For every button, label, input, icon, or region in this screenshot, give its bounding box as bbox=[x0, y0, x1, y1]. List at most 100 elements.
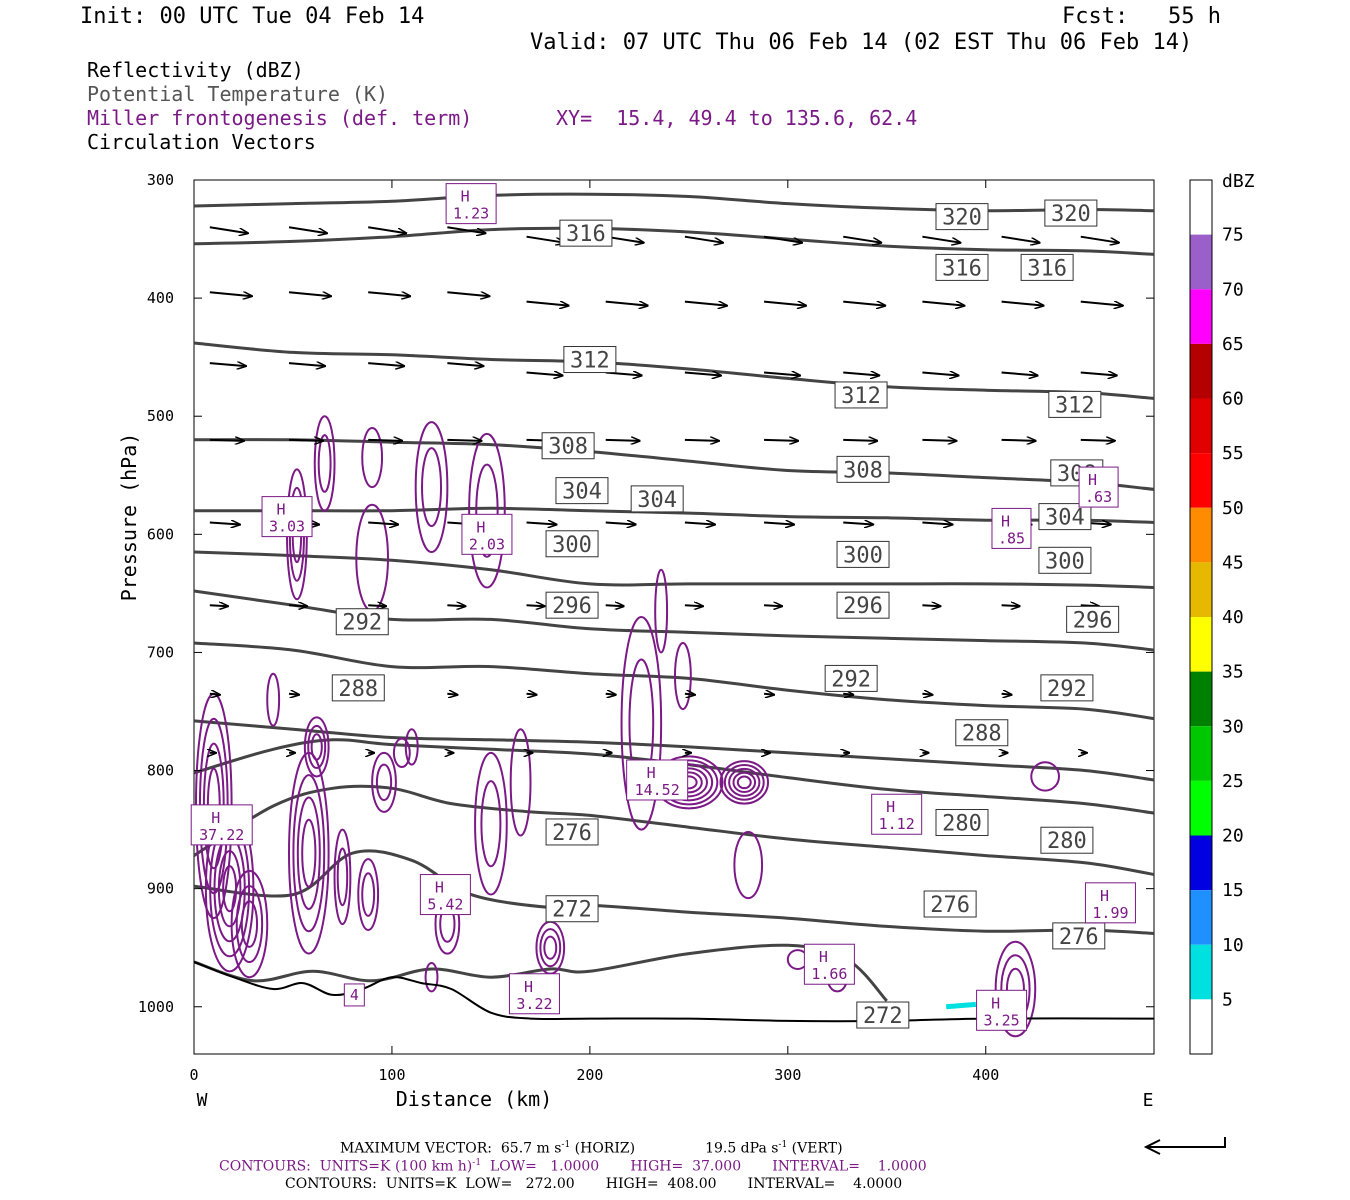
cross-section-xy: XY= 15.4, 49.4 to 135.6, 62.4 bbox=[556, 106, 918, 130]
circulation-vector bbox=[605, 605, 624, 606]
frontogenesis-contour bbox=[357, 858, 380, 931]
theta-label: 300 bbox=[843, 543, 883, 568]
circulation-vector bbox=[922, 440, 956, 441]
theta-label-box bbox=[836, 540, 890, 568]
frontogenesis-max-value: 2.03 bbox=[469, 535, 505, 553]
frontogenesis-contour bbox=[1030, 761, 1060, 792]
frontogenesis-contour bbox=[620, 616, 663, 831]
y-tick-label: 1000 bbox=[138, 998, 174, 1016]
frontogenesis-contour bbox=[728, 767, 761, 797]
frontogenesis-contour bbox=[307, 724, 327, 770]
circulation-vector bbox=[209, 363, 246, 366]
theta-label-box bbox=[1038, 503, 1092, 531]
circulation-vector bbox=[288, 605, 307, 606]
circulation-vector bbox=[1001, 373, 1038, 376]
colorbar-segment bbox=[1190, 180, 1212, 235]
theta-label: 292 bbox=[342, 611, 382, 636]
y-tick-label: 500 bbox=[147, 407, 174, 425]
colorbar-segment bbox=[1190, 398, 1212, 454]
theta-label: 296 bbox=[1073, 608, 1113, 633]
frontogenesis-max-box bbox=[190, 804, 253, 846]
circulation-vector bbox=[763, 373, 800, 376]
colorbar-level: 25 bbox=[1222, 771, 1244, 792]
frontogenesis-max-label: H bbox=[1001, 512, 1010, 530]
frontogenesis-contour bbox=[719, 760, 770, 805]
circulation-vector bbox=[1080, 440, 1115, 441]
frontogenesis-max-value: 1.12 bbox=[879, 815, 915, 833]
circulation-vector bbox=[605, 523, 636, 525]
frontogenesis-max-box bbox=[626, 759, 689, 801]
circulation-vector bbox=[288, 694, 299, 695]
colorbar-segment bbox=[1190, 944, 1212, 1000]
frontogenesis-contour bbox=[230, 869, 269, 979]
colorbar-segment bbox=[1190, 234, 1212, 290]
frontogenesis-max-value: 3.22 bbox=[516, 995, 552, 1013]
frontogenesis-max-box bbox=[419, 874, 471, 916]
frontogenesis-contour bbox=[543, 935, 558, 960]
circulation-vector bbox=[764, 440, 798, 441]
frontogenesis-contour bbox=[424, 962, 439, 993]
frontogenesis-max-value: 3.25 bbox=[984, 1011, 1020, 1029]
colorbar-unit: dBZ bbox=[1222, 171, 1255, 192]
colorbar-level: 55 bbox=[1222, 443, 1244, 464]
theta-label-box bbox=[836, 455, 890, 483]
colorbar-segment bbox=[1190, 453, 1212, 508]
theta-label-box bbox=[545, 591, 599, 619]
x-axis-title: Distance (km) bbox=[396, 1087, 553, 1111]
frontogenesis-max-box bbox=[1078, 466, 1119, 508]
field-vectors: Circulation Vectors bbox=[87, 130, 316, 154]
colorbar-level: 60 bbox=[1222, 389, 1244, 410]
circulation-vector bbox=[684, 523, 715, 525]
circulation-vector bbox=[843, 235, 881, 243]
circulation-vector bbox=[922, 235, 960, 243]
frontogenesis-contour bbox=[733, 830, 764, 900]
theta-contour-272 bbox=[193, 943, 888, 1002]
theta-label: 304 bbox=[562, 480, 602, 505]
circulation-vector bbox=[922, 605, 940, 606]
x-tick-label: 100 bbox=[378, 1066, 405, 1084]
frontogenesis-max-value: .85 bbox=[998, 529, 1025, 547]
frontogenesis-contour bbox=[539, 928, 562, 968]
frontogenesis-max-value: 4 bbox=[350, 986, 359, 1004]
theta-contour-308 bbox=[193, 438, 1155, 491]
x-end-label-east: E bbox=[1143, 1090, 1154, 1111]
y-tick-label: 400 bbox=[147, 289, 174, 307]
frontogenesis-max-label: H bbox=[1100, 887, 1109, 905]
circulation-vector bbox=[209, 605, 228, 606]
circulation-vector bbox=[684, 235, 723, 243]
theta-label: 276 bbox=[930, 893, 970, 918]
x-tick-label: 300 bbox=[774, 1066, 801, 1084]
frontogenesis-contour bbox=[474, 751, 508, 896]
theta-label-box bbox=[545, 895, 599, 923]
colorbar-level: 20 bbox=[1222, 826, 1244, 847]
colorbar-level: 30 bbox=[1222, 716, 1244, 737]
theta-label: 312 bbox=[1055, 393, 1095, 418]
theta-label-box bbox=[541, 432, 595, 460]
circulation-vector bbox=[288, 291, 331, 296]
theta-label-box bbox=[836, 591, 890, 619]
theta-label: 280 bbox=[1047, 829, 1087, 854]
theta-label-box bbox=[1040, 674, 1094, 702]
x-tick-label: 400 bbox=[972, 1066, 999, 1084]
theta-contour-292 bbox=[193, 641, 1155, 721]
circulation-vector bbox=[605, 300, 648, 306]
frontogenesis-max-label: H bbox=[1088, 471, 1097, 489]
circulation-vector bbox=[1001, 235, 1040, 243]
theta-label: 304 bbox=[1045, 506, 1085, 531]
circulation-vector bbox=[209, 291, 252, 296]
frontogenesis-max-value: 1.66 bbox=[811, 965, 847, 983]
valid-time: Valid: 07 UTC Thu 06 Feb 14 (02 EST Thu … bbox=[530, 30, 1193, 55]
colorbar-level: 70 bbox=[1222, 279, 1244, 300]
colorbar-segment bbox=[1190, 890, 1212, 945]
frontogenesis-contour-info: CONTOURS: UNITS=K (100 km h)-1 LOW= 1.00… bbox=[219, 1158, 927, 1175]
circulation-vector bbox=[447, 694, 457, 695]
frontogenesis-max-box bbox=[871, 793, 923, 835]
frontogenesis-max-label: H bbox=[277, 501, 286, 519]
circulation-vector bbox=[1080, 235, 1119, 243]
field-frontogenesis: Miller frontogenesis (def. term) bbox=[87, 106, 473, 130]
circulation-vector bbox=[684, 605, 703, 606]
frontogenesis-max-box bbox=[991, 507, 1032, 549]
circulation-vector bbox=[922, 373, 958, 376]
circulation-vector bbox=[684, 694, 695, 695]
